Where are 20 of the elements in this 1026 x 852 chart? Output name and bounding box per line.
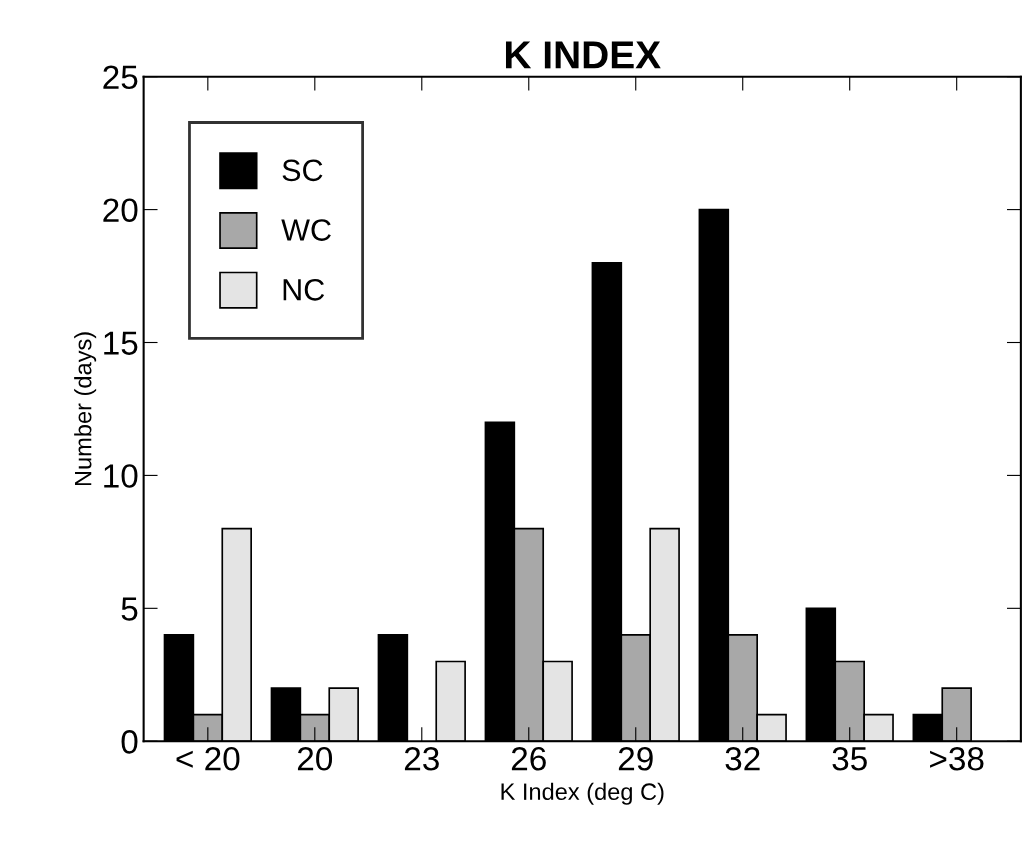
y-tick-label: 20	[103, 198, 138, 222]
x-tick-label: 23	[404, 746, 439, 771]
x-tick-label: < 20	[176, 746, 240, 771]
legend-label: WC	[281, 219, 331, 241]
x-tick-label: >38	[930, 746, 984, 771]
x-tick-label: 20	[297, 746, 333, 771]
y-tick-label: 15	[104, 331, 138, 355]
x-tick-label: 26	[511, 746, 546, 771]
legend-label: NC	[283, 279, 325, 301]
y-tick-label: 0	[121, 730, 138, 754]
legend-label: SC	[282, 159, 323, 182]
chart-title: K INDEX	[505, 41, 661, 69]
y-axis-title: Number (days)	[74, 332, 97, 486]
x-axis-title: K Index (deg C)	[501, 782, 664, 805]
x-tick-label: 32	[725, 746, 760, 771]
y-tick-label: 25	[103, 65, 138, 90]
x-tick-label: 29	[618, 746, 653, 771]
y-tick-label: 10	[104, 464, 138, 488]
y-tick-label: 5	[121, 597, 138, 621]
x-tick-label: 35	[832, 746, 867, 771]
